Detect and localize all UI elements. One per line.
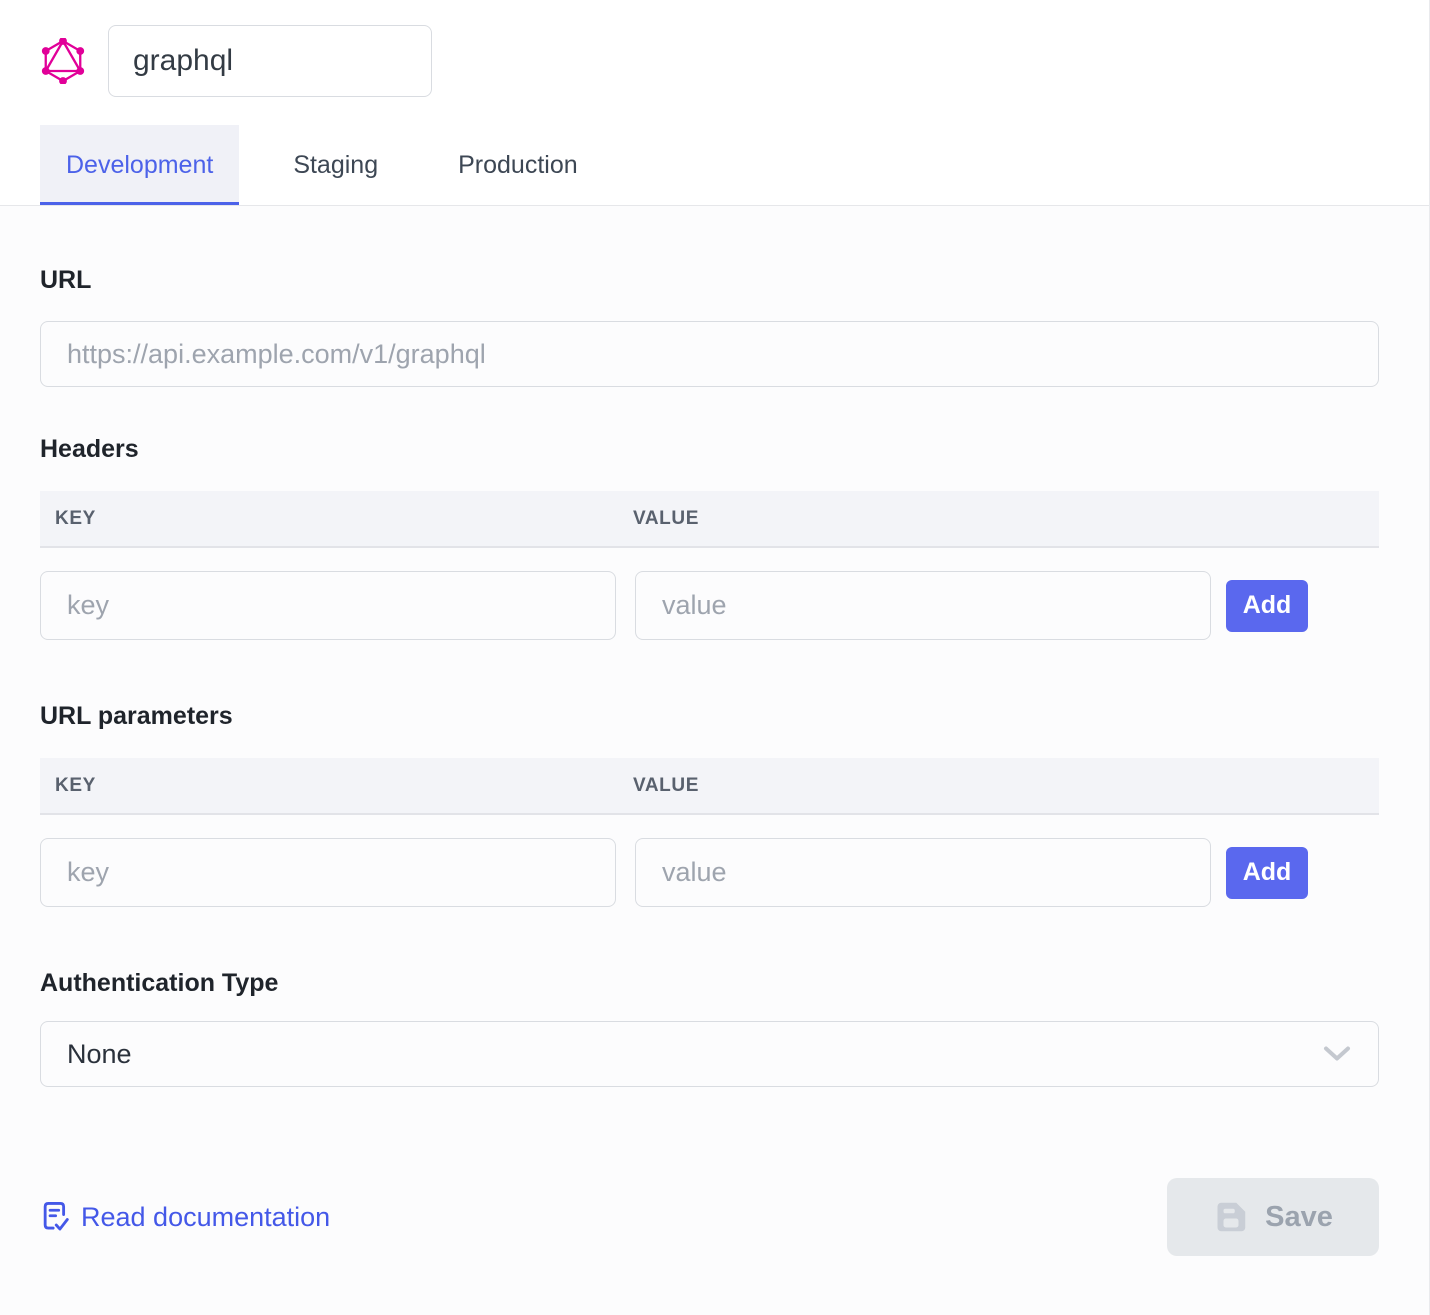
headers-table-header: KEY VALUE [40,491,1379,548]
headers-value-column-header: VALUE [633,507,699,529]
read-documentation-link[interactable]: Read documentation [40,1201,330,1233]
footer: Read documentation Save [40,1178,1379,1256]
url-label: URL [40,266,92,294]
params-input-row: Add [40,838,1379,907]
floppy-disk-icon [1217,1202,1246,1232]
tabs-divider [0,205,1429,206]
params-table-header: KEY VALUE [40,758,1379,815]
authentication-type-select[interactable]: None [40,1021,1379,1087]
tab-staging[interactable]: Staging [293,151,379,179]
url-parameters-label: URL parameters [40,702,233,730]
params-value-column-header: VALUE [633,774,699,796]
chevron-down-icon [1324,1046,1350,1061]
datasource-name-input[interactable] [108,25,432,97]
config-form: URL Headers KEY VALUE Add URL parameters… [0,206,1429,1303]
params-add-button[interactable]: Add [1226,846,1308,899]
params-key-input[interactable] [40,838,616,907]
headers-key-column-header: KEY [55,507,96,529]
headers-key-input[interactable] [40,571,616,640]
datasource-name-row [40,25,1379,97]
authentication-type-label: Authentication Type [40,969,279,997]
headers-value-input[interactable] [635,571,1211,640]
authentication-type-selected-value: None [67,1038,132,1069]
url-input[interactable] [40,321,1379,387]
document-check-icon [43,1202,69,1231]
params-value-input[interactable] [635,838,1211,907]
tab-development[interactable]: Development [40,125,240,205]
headers-input-row: Add [40,571,1379,640]
graphql-logo-icon [41,38,85,84]
header: Development Staging Production [0,0,1429,205]
save-button-label: Save [1265,1200,1333,1233]
params-key-column-header: KEY [55,774,96,796]
tab-production[interactable]: Production [458,151,578,179]
headers-label: Headers [40,435,139,463]
headers-add-button[interactable]: Add [1226,579,1308,632]
save-button[interactable]: Save [1167,1178,1379,1256]
read-documentation-label: Read documentation [81,1201,331,1232]
environment-tabs: Development Staging Production [40,125,1379,205]
